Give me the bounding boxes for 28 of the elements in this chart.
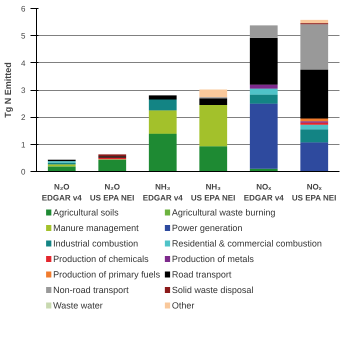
y-tick-label: 3 xyxy=(21,86,26,95)
y-axis-title: Tg N Emitted xyxy=(3,62,14,118)
y-tick-label: 1 xyxy=(21,140,26,150)
legend-label: Industrial combustion xyxy=(53,238,138,248)
x-tick-label: NOₓ EDGAR v4 xyxy=(244,182,284,202)
x-tick-label: NH₃ EDGAR v4 xyxy=(142,182,184,202)
legend-label: Agricultural waste burning xyxy=(172,208,276,218)
x-tick-label: N₂O EDGAR v4 xyxy=(42,182,82,202)
legend-label: Production of chemicals xyxy=(53,254,150,264)
legend-label: Residential & commercial combustion xyxy=(172,238,322,248)
legend-label: Road transport xyxy=(172,270,232,280)
x-tick-label: NOₓ US EPA NEI xyxy=(292,182,336,202)
legend-label: Solid waste disposal xyxy=(172,285,254,295)
legend-label: Production of primary fuels xyxy=(53,270,161,280)
y-tick-label: 0 xyxy=(21,168,26,176)
legend-label: Power generation xyxy=(172,223,242,233)
x-tick-label: N₂O US EPA NEI xyxy=(90,182,134,202)
legend-label: Production of metals xyxy=(172,254,254,264)
y-tick-label: 6 xyxy=(21,4,26,14)
y-tick-label: 2 xyxy=(21,113,26,122)
y-tick-label: 4 xyxy=(21,58,26,68)
x-tick-label: NH₃ US EPA NEI xyxy=(190,182,236,202)
legend-label: Manure management xyxy=(53,223,140,233)
y-tick-label: 5 xyxy=(21,32,26,41)
legend-label: Agricultural soils xyxy=(53,208,120,218)
legend-label: Non-road transport xyxy=(53,285,130,295)
legend-label: Other xyxy=(172,300,194,310)
legend-label: Waste water xyxy=(53,300,103,310)
